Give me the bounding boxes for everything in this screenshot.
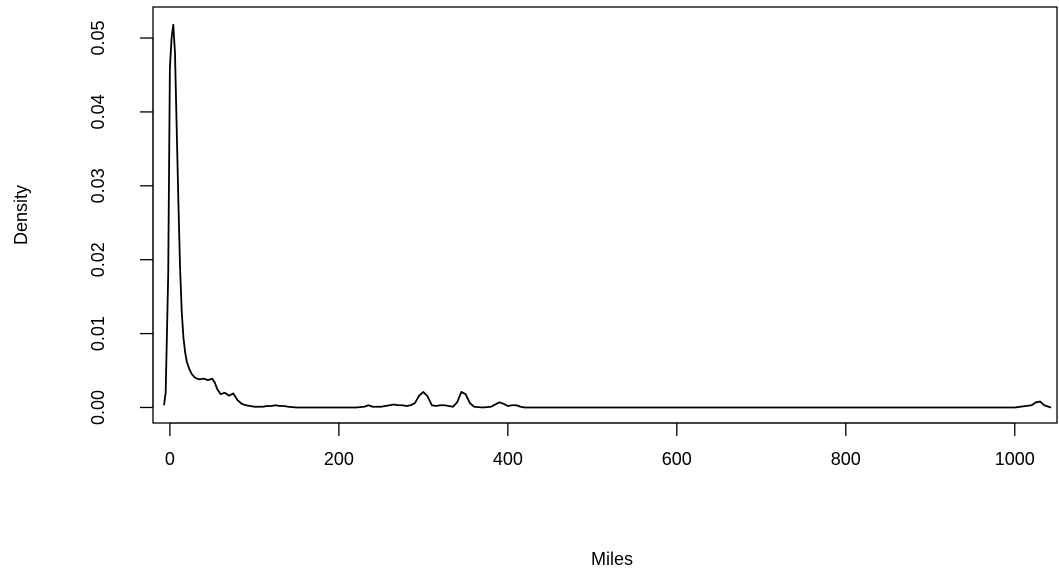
y-tick-label: 0.00 bbox=[88, 390, 108, 425]
x-tick-label: 200 bbox=[324, 449, 354, 469]
y-tick-label: 0.01 bbox=[88, 316, 108, 351]
y-tick-label: 0.05 bbox=[88, 21, 108, 56]
y-tick-label: 0.04 bbox=[88, 94, 108, 129]
y-axis-title: Density bbox=[11, 185, 31, 245]
density-curve bbox=[163, 23, 1052, 409]
x-axis: 0 200 400 600 800 1000 bbox=[165, 422, 1035, 469]
y-tick-label: 0.02 bbox=[88, 242, 108, 277]
y-axis: 0.00 0.01 0.02 0.03 0.04 0.05 bbox=[88, 21, 154, 425]
x-axis-title: Miles bbox=[591, 549, 633, 569]
x-tick-label: 1000 bbox=[995, 449, 1035, 469]
x-tick-label: 800 bbox=[831, 449, 861, 469]
x-tick-label: 400 bbox=[493, 449, 523, 469]
plot-frame bbox=[152, 6, 1058, 424]
y-tick-label: 0.03 bbox=[88, 168, 108, 203]
x-tick-label: 600 bbox=[662, 449, 692, 469]
x-tick-label: 0 bbox=[165, 449, 175, 469]
